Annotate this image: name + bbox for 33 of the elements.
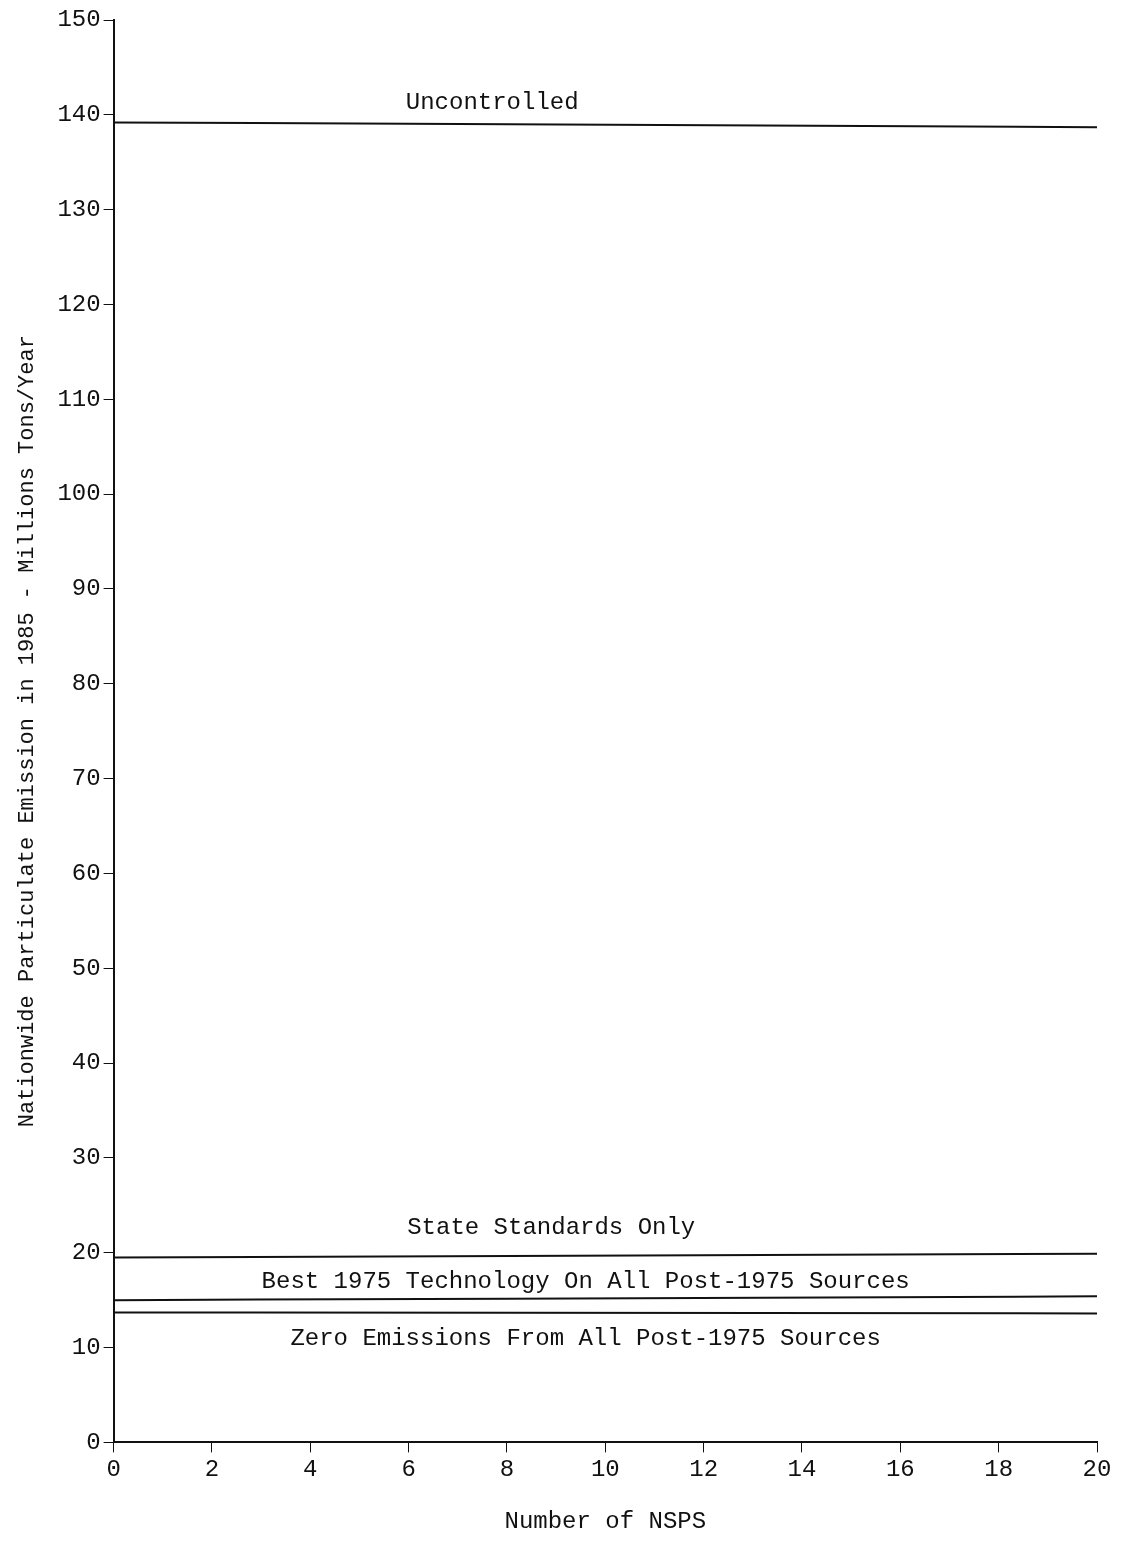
series-label: Best 1975 Technology On All Post-1975 Sources <box>261 1267 910 1295</box>
x-tick-label: 18 <box>984 1456 1014 1484</box>
y-tick-label: 90 <box>71 575 101 603</box>
y-tick-label: 150 <box>57 6 101 34</box>
y-tick-label: 100 <box>57 480 101 508</box>
series-label: Zero Emissions From All Post-1975 Sources <box>290 1325 881 1353</box>
x-tick-label: 20 <box>1082 1456 1112 1484</box>
x-tick-label: 8 <box>499 1456 515 1484</box>
y-tick-label: 110 <box>57 385 101 413</box>
y-axis-title: Nationwide Particulate Emission in 1985 - Millions Tons/Year <box>15 335 41 1128</box>
y-tick-label: 130 <box>57 196 101 224</box>
x-tick-label: 6 <box>401 1456 416 1484</box>
y-tick-label: 50 <box>71 954 101 982</box>
series-label: State Standards Only <box>407 1214 696 1242</box>
y-tick-label: 40 <box>71 1049 101 1077</box>
x-tick-label: 14 <box>787 1456 817 1484</box>
x-tick-label: 10 <box>590 1456 620 1484</box>
y-tick-label: 30 <box>71 1144 101 1172</box>
x-tick-label: 4 <box>303 1456 318 1484</box>
x-tick-label: 16 <box>885 1456 915 1484</box>
y-tick-label: 0 <box>86 1428 101 1456</box>
series-label: Uncontrolled <box>405 88 579 116</box>
y-tick-label: 120 <box>57 290 101 318</box>
x-tick-label: 0 <box>106 1456 121 1484</box>
y-tick-label: 80 <box>71 670 101 698</box>
y-tick-label: 10 <box>71 1333 101 1361</box>
y-tick-label: 60 <box>71 859 101 887</box>
y-tick-label: 140 <box>57 101 101 129</box>
x-tick-label: 12 <box>689 1456 719 1484</box>
y-tick-label: 70 <box>71 764 101 792</box>
y-tick-label: 20 <box>71 1239 101 1267</box>
x-tick-label: 2 <box>204 1456 220 1484</box>
x-axis-title: Number of NSPS <box>504 1507 707 1535</box>
